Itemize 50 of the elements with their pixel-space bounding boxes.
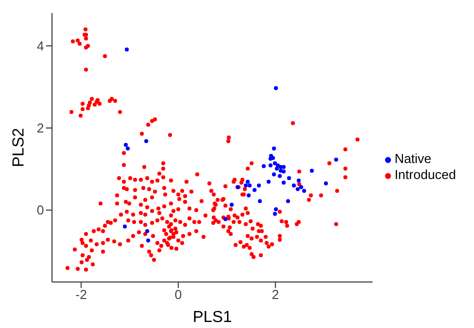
point [274, 166, 279, 171]
point [302, 188, 306, 193]
point [296, 187, 300, 192]
point [296, 178, 301, 183]
point [146, 238, 150, 243]
point [268, 156, 273, 161]
point [286, 199, 290, 204]
point [244, 183, 248, 188]
x-tick-label: 0 [174, 287, 182, 302]
point [256, 183, 261, 188]
y-tick-label: 4 [36, 38, 44, 54]
point [292, 183, 296, 188]
point [122, 224, 127, 229]
point [334, 158, 338, 162]
point [258, 199, 262, 204]
point [124, 48, 129, 52]
y-tick-label: 0 [36, 202, 44, 218]
point [268, 163, 273, 168]
point [246, 180, 250, 184]
point [230, 202, 234, 207]
point [144, 139, 148, 144]
point [282, 180, 286, 185]
point [274, 86, 278, 90]
legend-label: Native [394, 151, 432, 166]
point [272, 161, 277, 166]
point [272, 146, 276, 151]
point [299, 185, 304, 190]
point [246, 193, 251, 198]
point [282, 165, 286, 170]
point [262, 164, 266, 168]
point [324, 181, 328, 186]
point [248, 183, 252, 188]
x-tick-label: -2 [75, 287, 87, 302]
point [252, 188, 257, 192]
point [145, 229, 150, 234]
point [287, 176, 292, 180]
point [272, 212, 277, 216]
point [310, 168, 314, 173]
point [126, 146, 130, 151]
point [274, 207, 278, 212]
x-tick-label: 2 [272, 287, 280, 302]
point [278, 174, 282, 178]
legend-label: Introduced [394, 167, 456, 182]
y-tick-label: 2 [36, 120, 44, 136]
point [282, 170, 286, 174]
x-axis-title: PLS1 [192, 309, 232, 326]
point [272, 172, 276, 176]
point [124, 142, 128, 147]
y-axis-title: PLS2 [10, 128, 28, 168]
point [266, 180, 271, 184]
